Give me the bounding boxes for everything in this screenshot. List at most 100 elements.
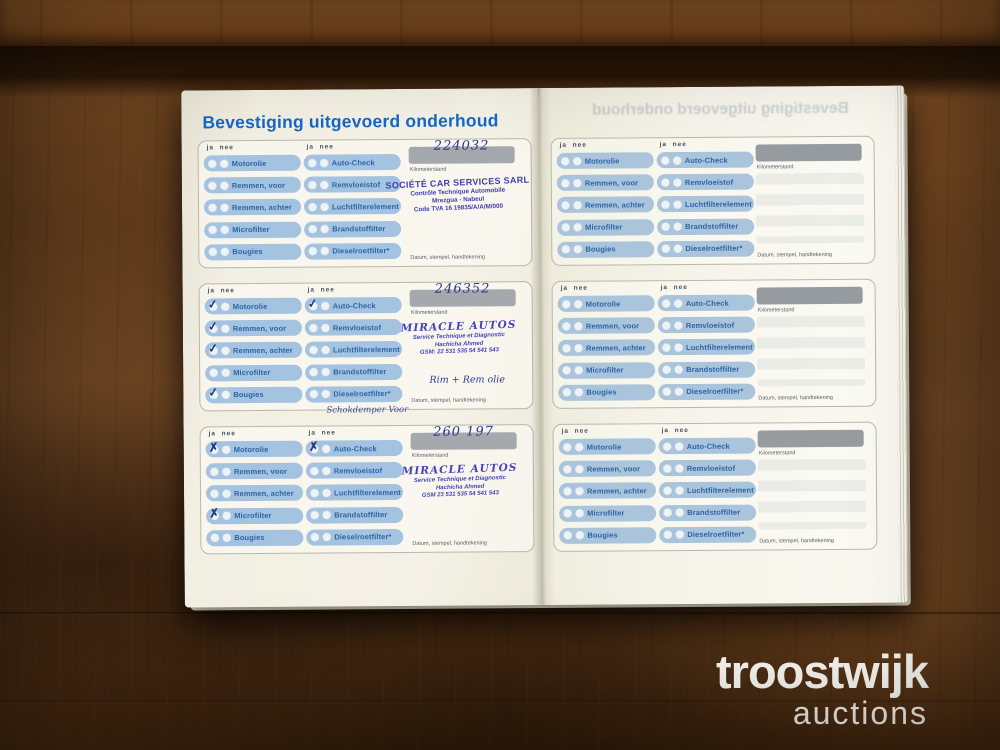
- handwritten-note: Rim + Rem olie: [429, 374, 505, 386]
- checkbox-row: Remvloeistof: [657, 316, 755, 334]
- ja-checkbox: [308, 224, 318, 234]
- nee-checkbox: [320, 323, 330, 333]
- ja-nee-header: ja nee: [209, 430, 236, 437]
- ja-checkbox: [561, 343, 572, 353]
- ja-checkbox: [661, 244, 671, 254]
- header-nee: nee: [572, 141, 587, 149]
- nee-checkbox: [674, 387, 684, 397]
- ja-checkbox: [562, 388, 572, 398]
- header-ja: ja: [561, 427, 570, 435]
- ja-checkbox: [207, 158, 217, 168]
- checkbox-row: Brandstoffilter: [659, 504, 757, 521]
- nee-checkbox: [321, 443, 331, 454]
- nee-checkbox: [573, 343, 584, 353]
- ja-checkbox: [310, 510, 320, 520]
- watermark-brand: troostwijk: [716, 645, 929, 699]
- ja-checkbox: [308, 345, 319, 355]
- service-item-label: Motorolie: [231, 158, 267, 168]
- header-ja: ja: [661, 427, 670, 435]
- service-item-label: Brandstoffilter: [687, 507, 741, 518]
- header-ja: ja: [559, 141, 568, 149]
- ja-checkbox: [662, 387, 672, 397]
- header-nee: nee: [574, 427, 589, 435]
- service-item-label: Remmen, voor: [584, 178, 639, 188]
- nee-checkbox: [574, 464, 584, 474]
- ja-checkbox: [562, 486, 573, 496]
- header-nee: nee: [220, 287, 235, 295]
- handwritten-note-below: Schokdemper Voor: [326, 404, 409, 416]
- ja-nee-header: ja nee: [309, 429, 336, 436]
- service-item-label: Bougies: [585, 244, 616, 255]
- ja-checkbox: [660, 200, 671, 210]
- bleedthrough-rows: [755, 172, 865, 244]
- stamp-section: Kilometerstand Datum, stempel, handtekeni…: [755, 280, 870, 407]
- service-item-label: Auto-Check: [685, 298, 729, 308]
- service-item-label: Brandstoffilter: [334, 510, 388, 520]
- service-item-label: Microfilter: [234, 511, 272, 521]
- ja-nee-header: ja nee: [207, 144, 234, 151]
- kilometer-reading-handwriting: 260 197: [433, 424, 495, 440]
- ja-checkbox: [661, 298, 671, 308]
- header-ja: ja: [307, 286, 316, 294]
- ja-nee-header: ja nee: [208, 287, 235, 294]
- nee-checkbox: [322, 510, 332, 520]
- service-block: ja nee Motorolie Remmen, voor Remmen, achte…: [550, 135, 876, 266]
- header-ja: ja: [659, 141, 668, 149]
- checkbox-row: Brandstoffilter: [304, 220, 402, 238]
- ja-checkbox: ✓: [208, 385, 220, 400]
- ja-checkbox: [662, 441, 672, 451]
- ja-checkbox: [661, 343, 672, 353]
- nee-checkbox: [221, 489, 232, 499]
- checkbox-row: Motorolie: [556, 152, 654, 169]
- checkbox-row: Bougies: [559, 527, 657, 544]
- service-booklet: Bevestiging uitgevoerd onderhoud ja nee M…: [181, 85, 908, 608]
- checkbox-row: Microfilter: [557, 218, 655, 236]
- stamp-section: 224032 Kilometerstand SOCIÉTÉ CAR SERVICES…: [385, 138, 529, 266]
- header-nee: nee: [573, 284, 588, 292]
- checkbox-row: Luchtfilterelement: [658, 481, 757, 499]
- handwritten-checkmark: ✗: [207, 439, 220, 455]
- nee-checkbox: [672, 155, 682, 165]
- service-item-label: Brandstoffilter: [333, 367, 387, 377]
- service-item-label: Brandstoffilter: [685, 221, 739, 232]
- checkbox-row: ✗ Auto-Check: [305, 439, 403, 457]
- service-item-label: Remmen, achter: [585, 343, 646, 353]
- nee-checkbox: [673, 222, 683, 232]
- ja-checkbox: [207, 180, 217, 191]
- booklet-right-page: Bevestiging uitgevoerd onderhoud ja nee M…: [538, 85, 908, 606]
- nee-checkbox: [319, 158, 329, 168]
- checkbox-row: ✓ Auto-Check: [304, 296, 402, 314]
- service-item-label: Luchtfilterelement: [684, 199, 752, 209]
- checkbox-row: Auto-Check: [303, 153, 401, 171]
- service-item-label: Motorolie: [232, 301, 268, 311]
- header-ja: ja: [660, 284, 669, 292]
- nee-checkbox: [222, 511, 232, 521]
- ja-checkbox: [208, 225, 218, 235]
- checkbox-row: Microfilter: [204, 221, 302, 238]
- booklet-left-page: Bevestiging uitgevoerd onderhoud ja nee M…: [181, 88, 542, 608]
- service-item-label: Dieselroetfilter*: [685, 243, 743, 254]
- service-block: ja nee ✓ Motorolie ✓ Remmen, voor ✓ Remmen, ac…: [198, 281, 534, 416]
- service-item-label: Motorolie: [584, 155, 620, 166]
- service-item-label: Auto-Check: [686, 441, 730, 451]
- nee-checkbox: [320, 300, 330, 311]
- header-ja: ja: [560, 284, 569, 292]
- service-item-label: Luchtfilterelement: [686, 485, 754, 495]
- service-item-label: Remvloeistof: [684, 177, 734, 187]
- checkbox-row: Remmen, voor: [556, 174, 654, 192]
- checkbox-row: Dieselroetfilter*: [658, 383, 756, 401]
- ja-nee-header: ja nee: [561, 285, 588, 292]
- ja-checkbox: [309, 488, 320, 498]
- ja-checkbox: [662, 365, 672, 375]
- nee-checkbox: [573, 222, 583, 232]
- ja-checkbox: [307, 158, 317, 168]
- service-item-label: Motorolie: [233, 444, 269, 454]
- service-item-label: Remvloeistof: [686, 463, 736, 473]
- checkbox-row: Dieselroetfilter*: [304, 242, 402, 260]
- plank-seam: [0, 612, 1000, 615]
- checkbox-row: Dieselroetfilter*: [306, 528, 404, 546]
- nee-checkbox: [675, 508, 685, 518]
- header-nee: nee: [673, 283, 688, 292]
- ja-checkbox: [561, 245, 571, 255]
